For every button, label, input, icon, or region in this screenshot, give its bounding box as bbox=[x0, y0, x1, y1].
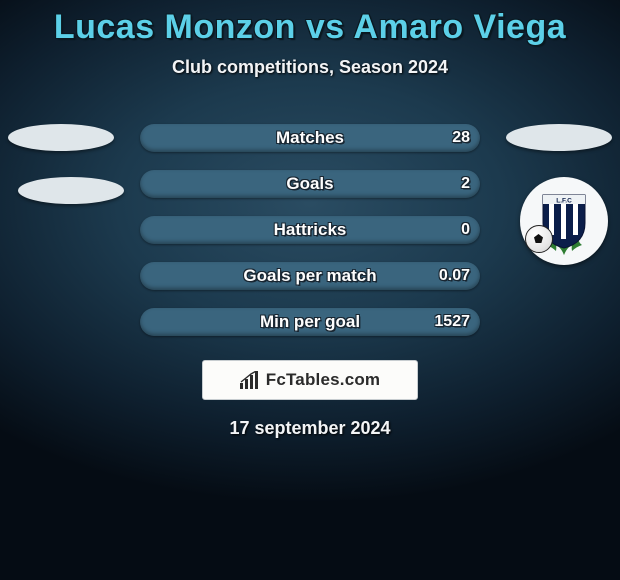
page-subtitle: Club competitions, Season 2024 bbox=[0, 57, 620, 78]
stat-value-right: 0 bbox=[461, 221, 470, 239]
stats-container: Matches 28 Goals 2 Hattricks 0 Goals per match… bbox=[0, 124, 620, 336]
page-title: Lucas Monzon vs Amaro Viega bbox=[0, 8, 620, 47]
stat-label: Hattricks bbox=[274, 220, 347, 240]
stat-value-right: 28 bbox=[452, 129, 470, 147]
stat-row: Goals per match 0.07 bbox=[0, 262, 620, 290]
bar-chart-icon bbox=[240, 371, 260, 389]
stat-value-right: 2 bbox=[461, 175, 470, 193]
brand-text: FcTables.com bbox=[266, 370, 381, 390]
stat-row: Matches 28 bbox=[0, 124, 620, 152]
stat-value-right: 0.07 bbox=[439, 267, 470, 285]
stat-label: Goals bbox=[286, 174, 333, 194]
stat-label: Min per goal bbox=[260, 312, 360, 332]
content-root: Lucas Monzon vs Amaro Viega Club competi… bbox=[0, 0, 620, 439]
generated-date: 17 september 2024 bbox=[0, 418, 620, 439]
stat-value-right: 1527 bbox=[434, 313, 470, 331]
stat-row: Hattricks 0 bbox=[0, 216, 620, 244]
brand-attribution[interactable]: FcTables.com bbox=[202, 360, 418, 400]
stat-row: Goals 2 bbox=[0, 170, 620, 198]
stat-row: Min per goal 1527 bbox=[0, 308, 620, 336]
stat-label: Goals per match bbox=[243, 266, 376, 286]
stat-label: Matches bbox=[276, 128, 344, 148]
